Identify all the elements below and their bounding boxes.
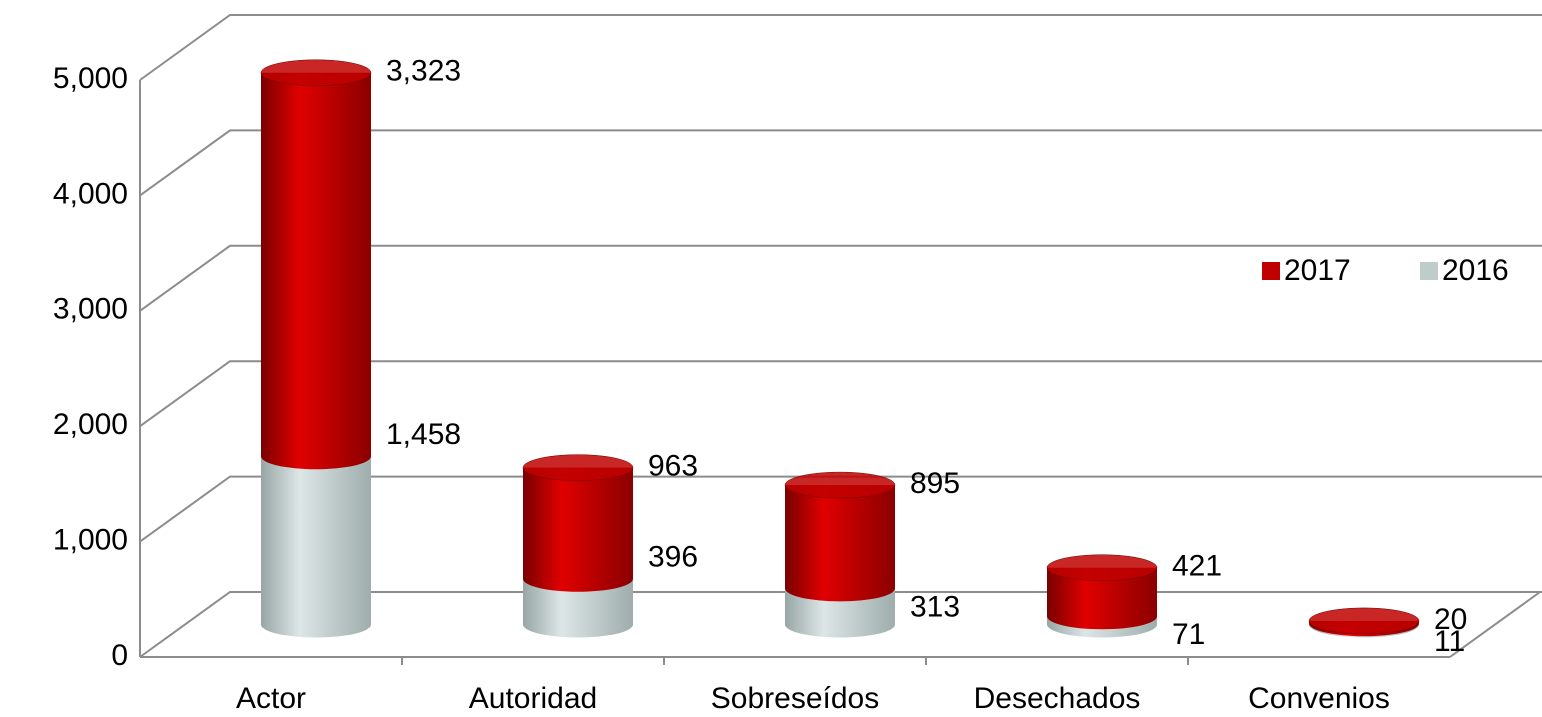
y-tick-label: 4,000 xyxy=(53,177,128,210)
floor-side xyxy=(1449,591,1541,658)
x-tick-label: Sobreseídos xyxy=(711,682,879,715)
y-tick-label: 0 xyxy=(111,639,128,672)
cylinder-segment xyxy=(1047,567,1157,630)
data-label: 71 xyxy=(1172,618,1205,651)
grid-line xyxy=(139,360,1542,428)
y-tick-label: 2,000 xyxy=(53,408,128,441)
x-tick-label: Convenios xyxy=(1248,682,1390,715)
data-label: 963 xyxy=(648,450,698,483)
cylinder-segment xyxy=(523,467,633,592)
data-label: 3,323 xyxy=(386,55,461,88)
data-label: 396 xyxy=(648,541,698,574)
y-tick-label: 3,000 xyxy=(53,293,128,326)
x-tick-label: Desechados xyxy=(974,682,1141,715)
legend-swatch xyxy=(1420,262,1438,280)
cylinder-segment xyxy=(785,485,895,602)
y-tick-label: 5,000 xyxy=(53,62,128,95)
cylinder-top xyxy=(784,471,896,499)
x-tick-label: Actor xyxy=(236,682,306,715)
cylinder-top xyxy=(1046,554,1158,581)
grid-line xyxy=(139,129,1542,197)
data-label: 895 xyxy=(910,467,960,500)
data-label: 313 xyxy=(910,590,960,623)
data-label: 1,458 xyxy=(386,418,461,451)
data-label: 421 xyxy=(1172,550,1222,583)
cylinder-top xyxy=(1308,607,1420,635)
data-label: 20 xyxy=(1434,603,1467,636)
legend-swatch xyxy=(1262,262,1280,280)
cylinder-top xyxy=(260,59,372,87)
cylinder-segment xyxy=(261,456,371,638)
cylinder-top xyxy=(522,454,634,481)
legend-label: 2017 xyxy=(1284,254,1351,287)
grid-line xyxy=(139,244,1542,312)
grid-line xyxy=(139,475,1542,543)
cylinder-segment xyxy=(523,578,633,638)
legend-label: 2016 xyxy=(1442,254,1509,287)
grid-line xyxy=(139,14,1542,81)
x-tick-label: Autoridad xyxy=(469,682,597,715)
y-tick-label: 1,000 xyxy=(53,524,128,557)
cylinder-segment xyxy=(785,588,895,638)
data-label: 11 xyxy=(1434,625,1465,658)
cylinder-segment xyxy=(261,72,371,470)
